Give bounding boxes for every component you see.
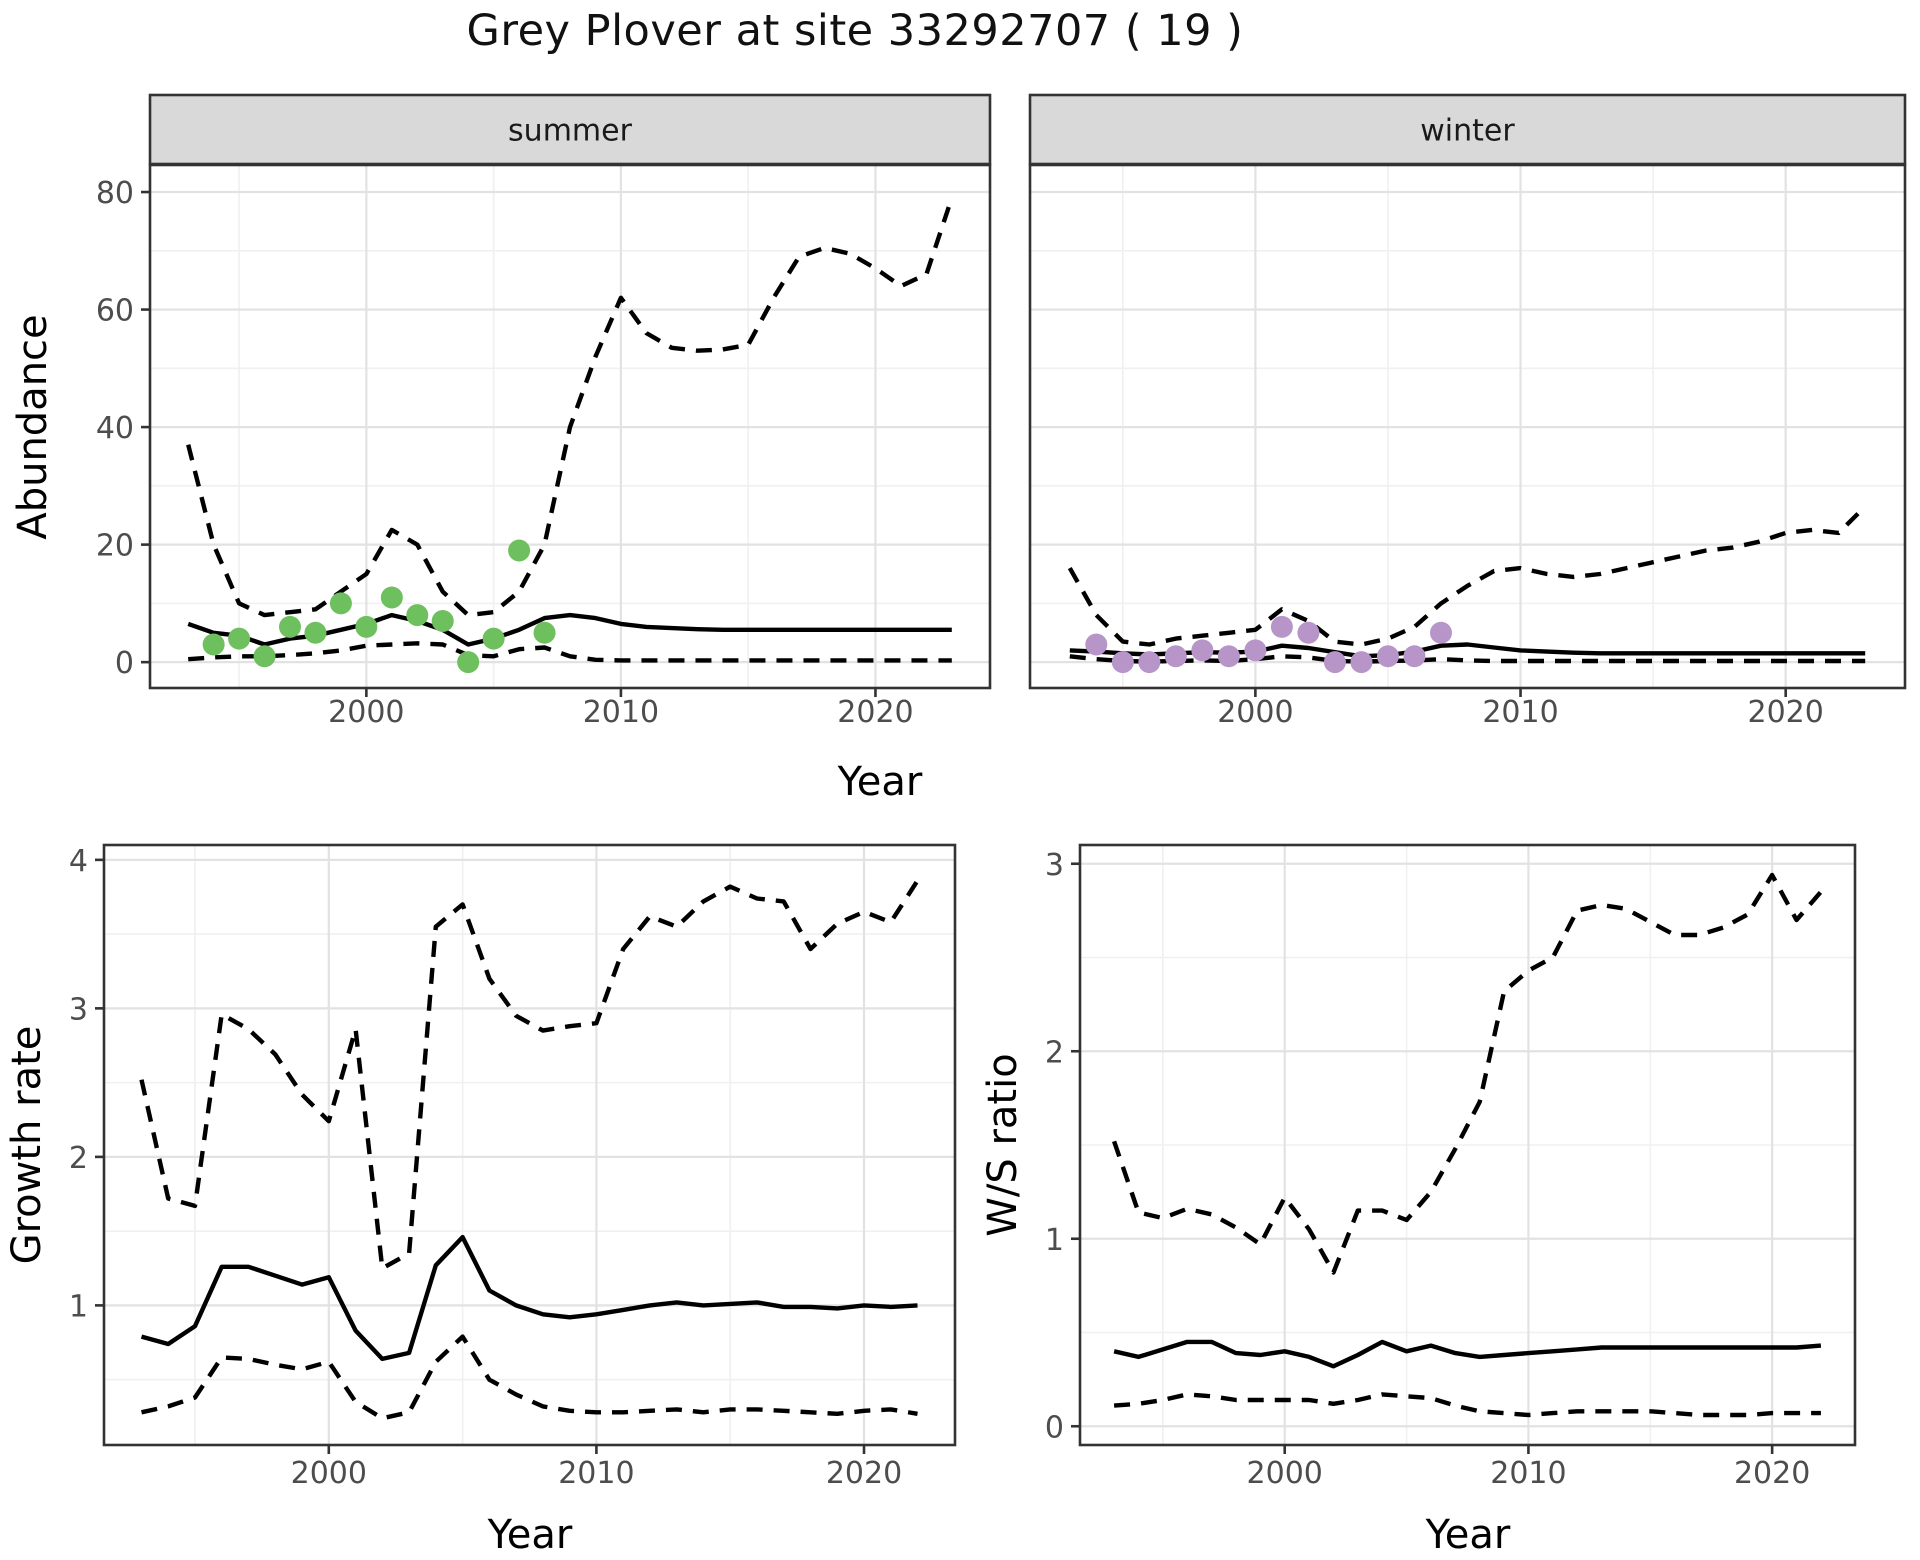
winter-observations-point bbox=[1085, 633, 1108, 656]
growth-rate-panel-border bbox=[102, 843, 957, 1447]
y-tick-label: 1 bbox=[69, 1289, 88, 1324]
y-axis-title-growth: Growth rate bbox=[4, 1026, 50, 1265]
abundance-winter-lower_ci-line bbox=[1069, 654, 1866, 664]
y-tick-label: 3 bbox=[69, 992, 88, 1027]
y-tick-label: 3 bbox=[1045, 848, 1064, 883]
facet-strip-label: winter bbox=[1420, 114, 1515, 149]
summer-observations-point bbox=[228, 627, 251, 650]
winter-observations-point bbox=[1217, 645, 1240, 668]
winter-observations-point bbox=[1376, 645, 1399, 668]
x-tick-label: 2020 bbox=[826, 1456, 902, 1491]
summer-observations-point bbox=[202, 633, 225, 656]
winter-observations-point bbox=[1111, 651, 1134, 674]
y-axis-title-ws: W/S ratio bbox=[980, 1053, 1026, 1236]
ws-ratio-lower_ci-line bbox=[1113, 1392, 1821, 1418]
summer-observations-point bbox=[406, 604, 429, 627]
x-axis-title-top: Year bbox=[837, 759, 923, 805]
y-tick-label: 80 bbox=[96, 176, 134, 211]
x-axis-title-growth: Year bbox=[487, 1512, 573, 1558]
ws-ratio-upper_ci-line bbox=[1112, 872, 1823, 1275]
x-tick-label: 2010 bbox=[583, 695, 659, 730]
y-tick-label: 2 bbox=[1045, 1035, 1064, 1070]
x-tick-label: 2010 bbox=[558, 1456, 634, 1491]
facet-strip-winter bbox=[1028, 93, 1907, 166]
chart-title: Grey Plover at site 33292707 ( 19 ) bbox=[466, 6, 1244, 56]
abundance-summer-upper_ci-line bbox=[186, 197, 954, 618]
facet-strip-label: summer bbox=[508, 114, 633, 149]
winter-observations-point bbox=[1297, 621, 1320, 644]
summer-observations-point bbox=[380, 586, 403, 609]
winter-observations-point bbox=[1350, 651, 1373, 674]
summer-observations-point bbox=[457, 651, 480, 674]
winter-observations-point bbox=[1244, 639, 1267, 662]
y-tick-label: 4 bbox=[69, 844, 88, 879]
x-tick-label: 2010 bbox=[1490, 1456, 1566, 1491]
x-tick-label: 2000 bbox=[291, 1456, 367, 1491]
y-tick-label: 40 bbox=[96, 411, 134, 446]
summer-observations-point bbox=[304, 621, 327, 644]
winter-observations-point bbox=[1323, 651, 1346, 674]
ws-ratio-panel-border bbox=[1078, 843, 1857, 1447]
winter-observations-point bbox=[1138, 651, 1161, 674]
abundance-winter-upper_ci-line bbox=[1067, 504, 1867, 647]
summer-observations-point bbox=[329, 592, 352, 615]
winter-observations-point bbox=[1164, 645, 1187, 668]
summer-observations-point bbox=[508, 539, 531, 562]
abundance-summer-lower_ci-line bbox=[188, 641, 952, 663]
y-tick-label: 20 bbox=[96, 529, 134, 564]
x-tick-label: 2020 bbox=[1748, 695, 1824, 730]
x-tick-label: 2020 bbox=[1734, 1456, 1810, 1491]
winter-observations-point bbox=[1403, 645, 1426, 668]
x-axis-title-ws: Year bbox=[1425, 1512, 1511, 1558]
growth-rate-lower_ci-line bbox=[141, 1334, 918, 1421]
summer-observations-point bbox=[482, 627, 505, 650]
winter-observations-point bbox=[1270, 615, 1293, 638]
y-tick-label: 0 bbox=[1045, 1410, 1064, 1445]
y-tick-label: 1 bbox=[1045, 1223, 1064, 1258]
summer-observations-point bbox=[431, 610, 454, 633]
ws-ratio-median-line bbox=[1113, 1339, 1822, 1369]
facet-strip-summer bbox=[148, 93, 992, 166]
y-axis-title-abundance: Abundance bbox=[10, 314, 56, 539]
y-tick-label: 60 bbox=[96, 294, 134, 329]
y-tick-label: 2 bbox=[69, 1141, 88, 1176]
summer-observations-point bbox=[355, 615, 378, 638]
winter-observations-point bbox=[1429, 621, 1452, 644]
winter-observations-point bbox=[1191, 639, 1214, 662]
growth-rate-median-line bbox=[140, 1234, 918, 1362]
summer-observations-point bbox=[533, 621, 556, 644]
x-tick-label: 2020 bbox=[837, 695, 913, 730]
x-tick-label: 2000 bbox=[1217, 695, 1293, 730]
x-tick-label: 2010 bbox=[1482, 695, 1558, 730]
x-tick-label: 2000 bbox=[1247, 1456, 1323, 1491]
y-tick-label: 0 bbox=[115, 646, 134, 681]
summer-observations-point bbox=[279, 615, 301, 638]
summer-observations-point bbox=[253, 645, 276, 668]
x-tick-label: 2000 bbox=[328, 695, 404, 730]
